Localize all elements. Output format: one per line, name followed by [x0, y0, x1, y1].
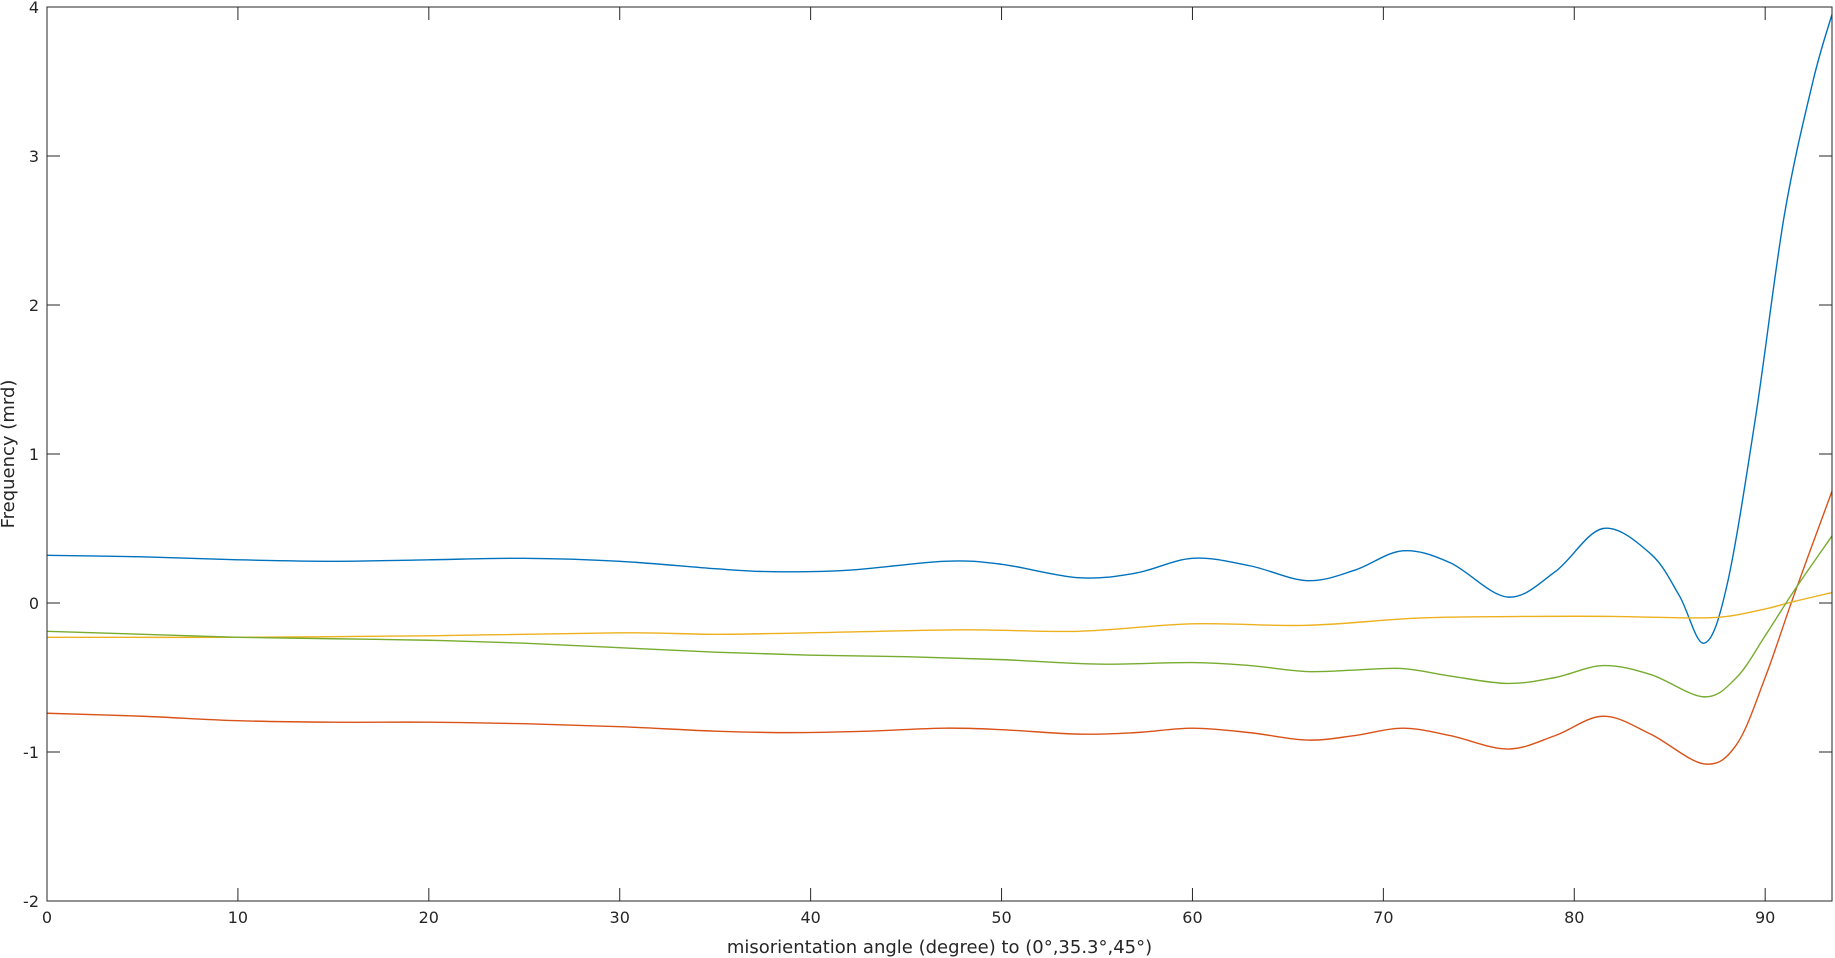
x-tick-label: 80	[1564, 908, 1584, 927]
axes-box	[46, 6, 1833, 902]
x-tick-label: 30	[610, 908, 630, 927]
series-line-1	[46, 14, 1833, 644]
x-tick-label: 90	[1755, 908, 1775, 927]
x-tick-label: 20	[419, 908, 439, 927]
series-line-4	[46, 535, 1833, 698]
series-layer	[46, 14, 1833, 765]
x-tick-label: 40	[800, 908, 820, 927]
y-tick-label: 4	[29, 0, 39, 17]
series-line-2	[46, 491, 1833, 765]
y-tick-label: 0	[29, 594, 39, 613]
x-tick-label: 10	[228, 908, 248, 927]
y-tick-label: -1	[23, 743, 39, 762]
series-line-3	[46, 591, 1833, 639]
y-tick-label: -2	[23, 892, 39, 911]
y-tick-label: 3	[29, 147, 39, 166]
ticks-layer: 0 10 20 30 40 50 60 70 80 90 -2 -1 0 1 2 3 4	[23, 0, 1832, 927]
x-tick-label: 70	[1373, 908, 1393, 927]
x-axis-label: misorientation angle (degree) to (0°,35.…	[727, 937, 1152, 958]
x-tick-label: 60	[1182, 908, 1202, 927]
y-tick-label: 2	[29, 296, 39, 315]
x-tick-label: 50	[991, 908, 1011, 927]
y-axis-label: Frequency (mrd)	[0, 380, 19, 529]
x-tick-label: 0	[42, 908, 52, 927]
y-tick-label: 1	[29, 445, 39, 464]
